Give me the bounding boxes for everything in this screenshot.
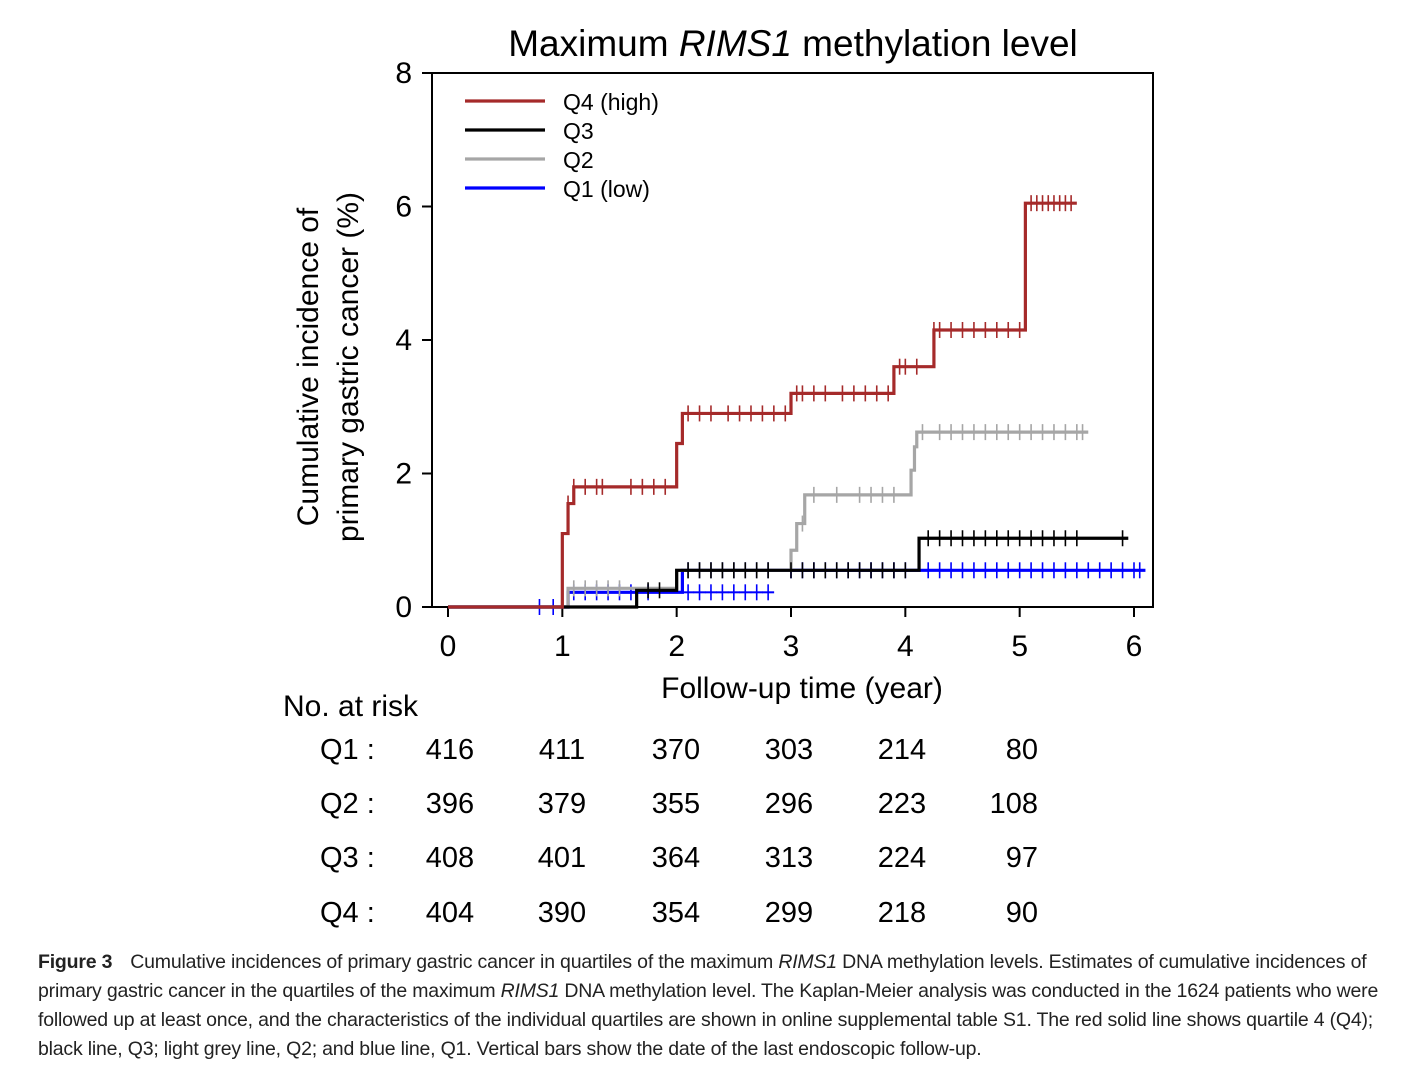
x-axis-label: Follow-up time (year) <box>661 672 943 705</box>
risk-cell: 80 <box>1005 734 1038 766</box>
risk-row-label: Q3 : <box>320 842 375 874</box>
risk-cell: 401 <box>537 842 587 874</box>
risk-cell: 296 <box>764 788 814 820</box>
series-line <box>448 430 1089 609</box>
legend-entry-label: Q2 <box>563 147 594 173</box>
risk-cell: 223 <box>877 788 927 820</box>
risk-cell: 214 <box>877 734 927 766</box>
risk-cell: 396 <box>425 788 475 820</box>
x-tick-label: 0 <box>440 630 457 663</box>
series-q4 <box>448 195 1077 609</box>
y-axis-label: Cumulative incidence of primary gastric … <box>292 192 365 542</box>
series-q2 <box>448 424 1089 609</box>
risk-cell: 390 <box>537 897 587 929</box>
series-line <box>448 201 1077 609</box>
series-lines <box>448 195 1146 615</box>
risk-row-label: Q4 : <box>320 897 375 929</box>
series-q3 <box>448 530 1129 609</box>
risk-cell: 303 <box>764 734 814 766</box>
x-tick-label: 3 <box>783 630 800 663</box>
risk-row-label: Q1 : <box>320 734 375 766</box>
y-axis-label-line2: primary gastric cancer (%) <box>332 192 365 542</box>
risk-cell: 313 <box>764 842 814 874</box>
y-axis-label-line1: Cumulative incidence of <box>292 207 325 526</box>
risk-cell: 364 <box>651 842 701 874</box>
risk-row-q3: Q3 : 408 401 364 313 224 97 <box>0 842 1410 882</box>
legend-entry-label: Q1 (low) <box>563 176 650 202</box>
risk-cell: 224 <box>877 842 927 874</box>
y-tick-label: 4 <box>395 324 412 357</box>
risk-cell: 97 <box>1005 842 1038 874</box>
caption-gene: RIMS1 <box>500 980 560 1002</box>
risk-table-header: No. at risk <box>283 690 419 723</box>
axes: 0 1 2 3 4 5 6 0 2 4 6 8 <box>395 57 1154 663</box>
y-tick-label: 6 <box>395 191 412 224</box>
x-tick-label: 6 <box>1126 630 1143 663</box>
y-tick-label: 2 <box>395 458 412 491</box>
caption-text: DNA methylation levels. Estimates of cum… <box>38 951 1367 1002</box>
figure-caption: Figure 3 Cumulative incidences of primary… <box>38 948 1383 1064</box>
plot-frame <box>431 72 1154 608</box>
risk-cell: 299 <box>764 897 814 929</box>
risk-cell: 90 <box>1005 897 1038 929</box>
risk-cell: 218 <box>877 897 927 929</box>
x-tick-label: 4 <box>897 630 914 663</box>
y-tick-label: 0 <box>395 591 412 624</box>
caption-text: Cumulative incidences of primary gastric… <box>130 951 779 973</box>
legend-entry-label: Q4 (high) <box>563 89 659 115</box>
risk-cell: 411 <box>538 734 586 766</box>
chart-title: Maximum RIMS1 methylation level <box>508 23 1078 64</box>
risk-cell: 404 <box>425 897 475 929</box>
risk-row-q4: Q4 : 404 390 354 299 218 90 <box>0 897 1410 937</box>
legend-entry-label: Q3 <box>563 118 594 144</box>
risk-cell: 355 <box>651 788 701 820</box>
caption-text: DNA methylation level. The Kaplan-Meier … <box>38 980 1379 1060</box>
caption-gene: RIMS1 <box>778 951 837 973</box>
risk-cell: 379 <box>537 788 587 820</box>
risk-row-label: Q2 : <box>320 788 375 820</box>
risk-cell: 416 <box>425 734 475 766</box>
x-tick-label: 1 <box>554 630 571 663</box>
series-line <box>448 536 1129 609</box>
x-tick-label: 2 <box>668 630 685 663</box>
risk-cell: 354 <box>651 897 701 929</box>
km-cumulative-incidence-chart: Maximum RIMS1 methylation level 0 1 2 3 4 5 60… <box>292 23 1154 705</box>
figure-label: Figure 3 <box>38 951 113 973</box>
risk-cell: 370 <box>651 734 701 766</box>
y-tick-label: 8 <box>395 57 412 90</box>
risk-row-q2: Q2 : 396 379 355 296 223 108 <box>0 788 1410 828</box>
x-tick-label: 5 <box>1011 630 1028 663</box>
risk-cell: 408 <box>425 842 475 874</box>
risk-row-q1: Q1 : 416 411 370 303 214 80 <box>0 734 1410 774</box>
risk-cell: 108 <box>989 788 1038 820</box>
legend: Q4 (high) Q3 Q2 Q1 (low) <box>465 89 659 202</box>
